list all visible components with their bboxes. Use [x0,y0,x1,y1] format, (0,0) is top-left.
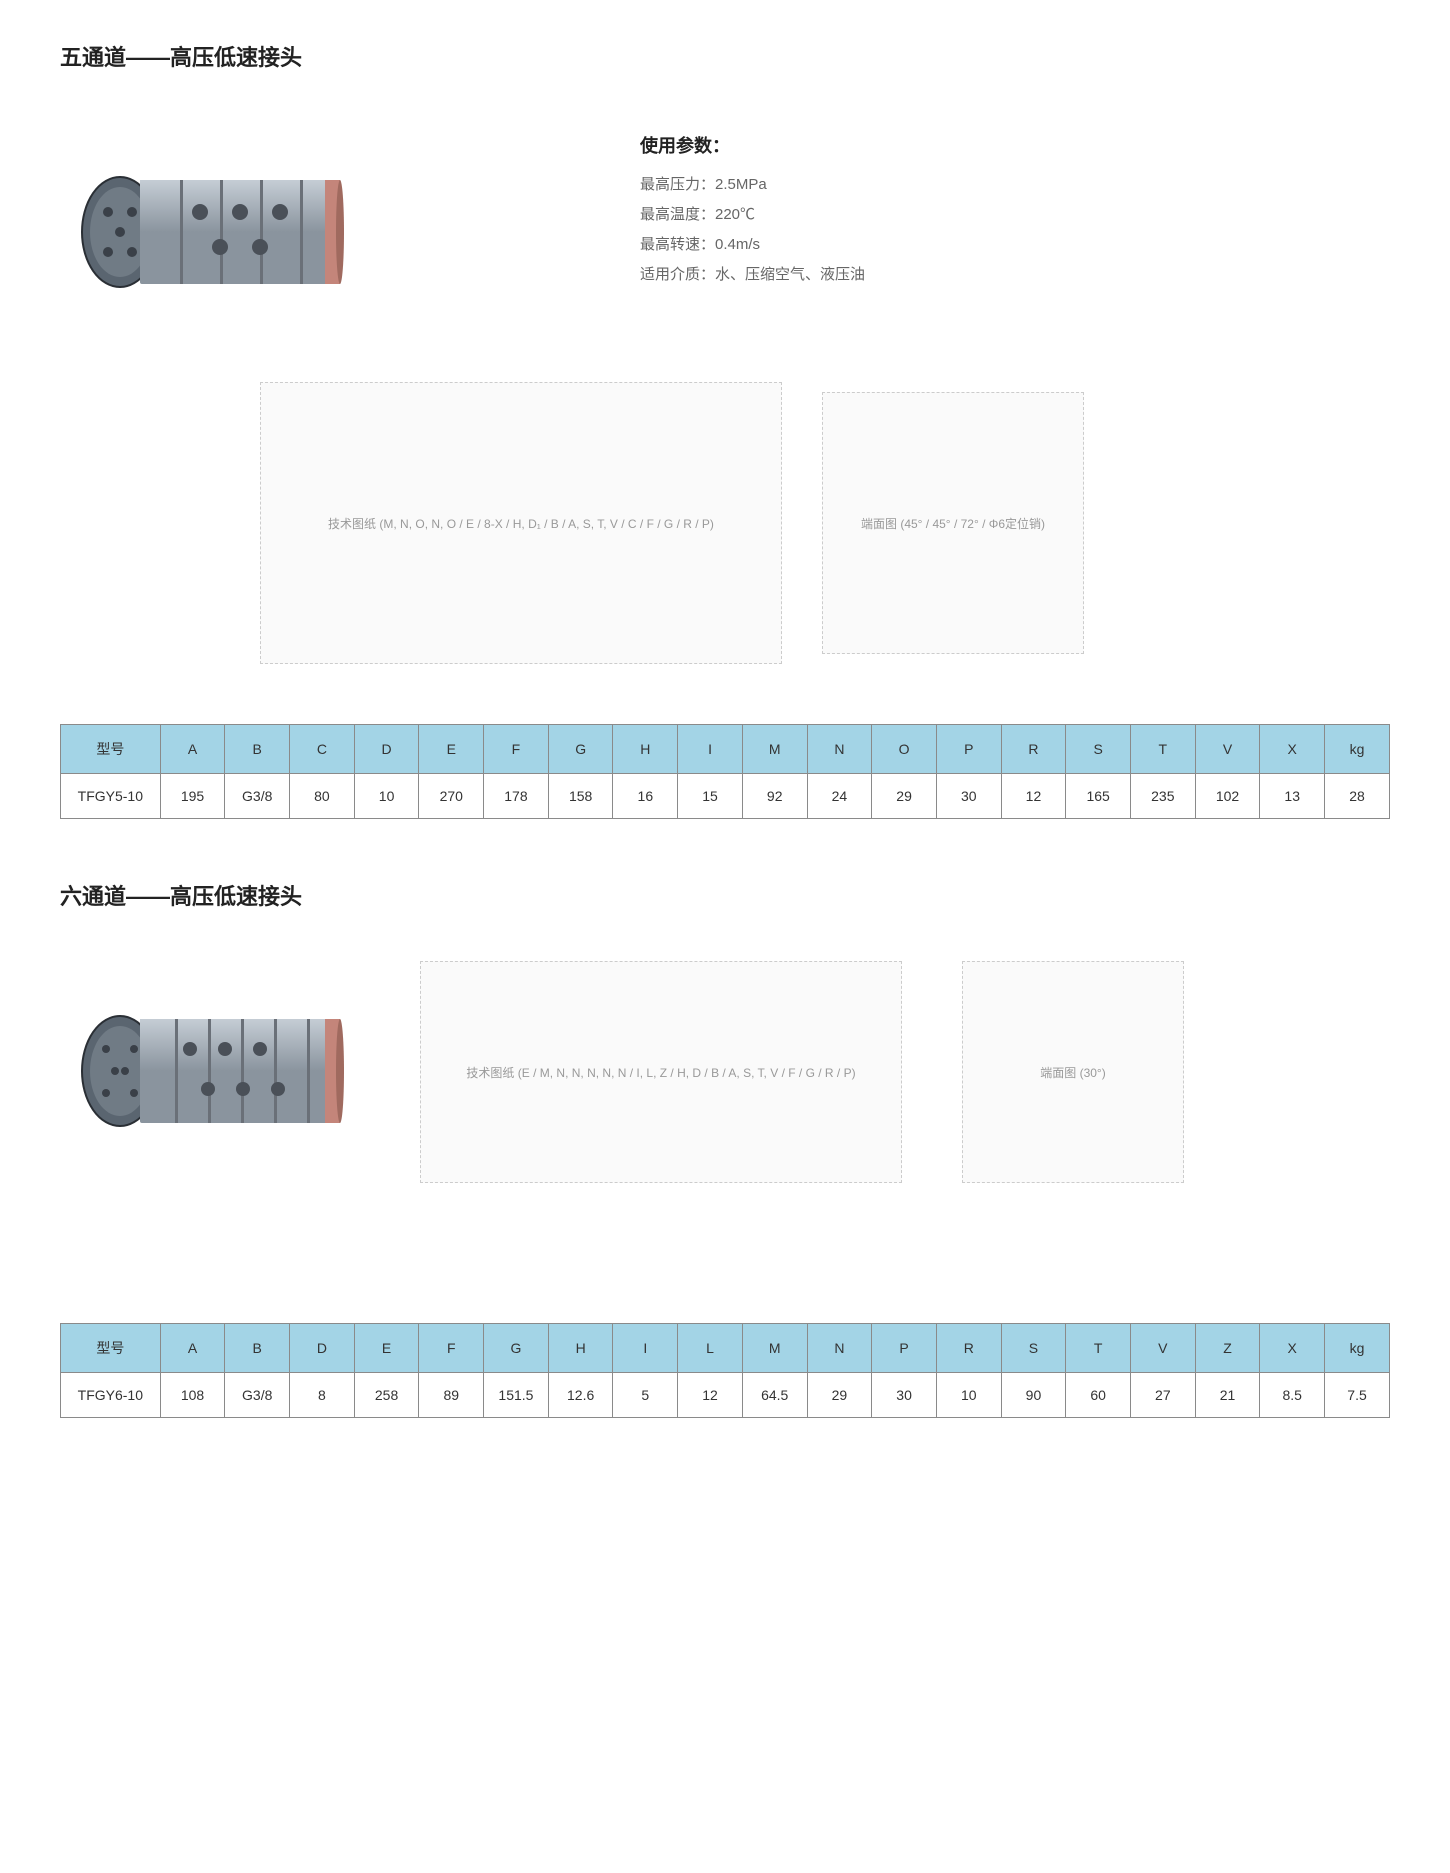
td: 28 [1325,774,1390,819]
td: 90 [1001,1373,1066,1418]
section1-title: 五通道——高压低速接头 [60,40,1390,72]
th: E [354,1324,419,1373]
param-line: 适用介质：水、压缩空气、液压油 [640,260,865,290]
th: S [1066,725,1131,774]
th: X [1260,1324,1325,1373]
th: T [1066,1324,1131,1373]
th: H [613,725,678,774]
td: 178 [484,774,549,819]
th: Z [1195,1324,1260,1373]
th: V [1195,725,1260,774]
th: R [1001,725,1066,774]
th: X [1260,725,1325,774]
th: V [1130,1324,1195,1373]
td: G3/8 [225,1373,290,1418]
th: kg [1325,1324,1390,1373]
section1-side-diagram: 端面图 (45° / 45° / 72° / Φ6定位销) [822,392,1084,654]
section1-product-photo [60,122,360,342]
section2-title: 六通道——高压低速接头 [60,879,1390,911]
td: 30 [872,1373,937,1418]
section2-main-diagram: 技术图纸 (E / M, N, N, N, N, N / I, L, Z / H… [420,961,902,1183]
td: 29 [872,774,937,819]
th: 型号 [61,725,161,774]
td: 10 [936,1373,1001,1418]
td: 12.6 [548,1373,613,1418]
param-line: 最高温度：220℃ [640,200,865,230]
param-line: 最高压力：2.5MPa [640,170,865,200]
th: C [290,725,355,774]
td: 258 [354,1373,419,1418]
param-line: 最高转速：0.4m/s [640,230,865,260]
td: 15 [678,774,743,819]
td: 165 [1066,774,1131,819]
th: D [290,1324,355,1373]
th: B [225,725,290,774]
td: 60 [1066,1373,1131,1418]
th: S [1001,1324,1066,1373]
td: 29 [807,1373,872,1418]
td: 108 [160,1373,225,1418]
td: 30 [936,774,1001,819]
th: 型号 [61,1324,161,1373]
td: 235 [1130,774,1195,819]
th: O [872,725,937,774]
th: I [613,1324,678,1373]
td: 89 [419,1373,484,1418]
th: G [484,1324,549,1373]
td: 5 [613,1373,678,1418]
section1-main-diagram: 技术图纸 (M, N, O, N, O / E / 8-X / H, D₁ / … [260,382,782,664]
th: F [484,725,549,774]
th: E [419,725,484,774]
td: 151.5 [484,1373,549,1418]
th: D [354,725,419,774]
td: 7.5 [1325,1373,1390,1418]
th: N [807,725,872,774]
td: 92 [742,774,807,819]
td: 102 [1195,774,1260,819]
td: 195 [160,774,225,819]
th: T [1130,725,1195,774]
th: B [225,1324,290,1373]
td: 64.5 [742,1373,807,1418]
td: 158 [548,774,613,819]
th: P [872,1324,937,1373]
td: 270 [419,774,484,819]
td: 21 [1195,1373,1260,1418]
td: 8.5 [1260,1373,1325,1418]
section2-product-photo [60,961,360,1181]
section2-spec-table: 型号 A B D E F G H I L M N P R S T V Z X k… [60,1323,1390,1418]
th: M [742,1324,807,1373]
td: 24 [807,774,872,819]
th: L [678,1324,743,1373]
th: R [936,1324,1001,1373]
section2-side-diagram: 端面图 (30°) [962,961,1184,1183]
td: G3/8 [225,774,290,819]
td: 13 [1260,774,1325,819]
th: P [936,725,1001,774]
td: TFGY5-10 [61,774,161,819]
td: 12 [1001,774,1066,819]
th: kg [1325,725,1390,774]
params-title: 使用参数： [640,132,865,158]
th: A [160,1324,225,1373]
td: 12 [678,1373,743,1418]
td: 27 [1130,1373,1195,1418]
th: M [742,725,807,774]
th: G [548,725,613,774]
td: TFGY6-10 [61,1373,161,1418]
td: 80 [290,774,355,819]
td: 10 [354,774,419,819]
td: 8 [290,1373,355,1418]
th: H [548,1324,613,1373]
section1-spec-table: 型号 A B C D E F G H I M N O P R S T V X k… [60,724,1390,819]
th: F [419,1324,484,1373]
th: A [160,725,225,774]
td: 16 [613,774,678,819]
section1-params: 使用参数： 最高压力：2.5MPa 最高温度：220℃ 最高转速：0.4m/s … [640,132,865,290]
th: N [807,1324,872,1373]
th: I [678,725,743,774]
